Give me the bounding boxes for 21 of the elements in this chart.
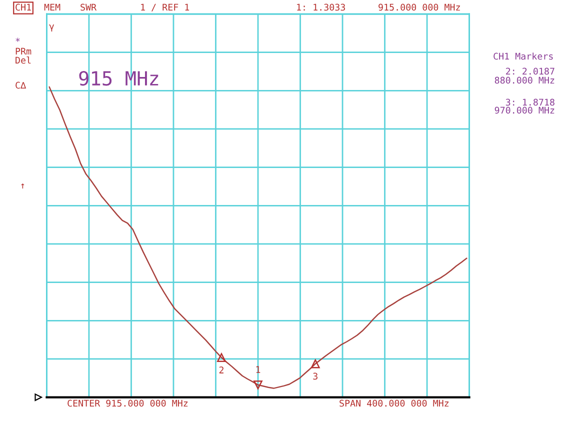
text: SPAN 400.000 000 MHz bbox=[340, 400, 449, 407]
text: CENTER 915.000 000 MHz bbox=[68, 400, 188, 407]
text: 1 / REF 1 bbox=[141, 4, 190, 12]
text: C∆ bbox=[16, 82, 26, 89]
text: 880.000 MHz bbox=[494, 76, 554, 84]
text: 2: 2.0187 bbox=[506, 68, 554, 75]
text: * bbox=[16, 38, 20, 42]
text: ↑ bbox=[21, 184, 24, 189]
text: γ bbox=[49, 24, 54, 32]
text: CH1 Markers bbox=[494, 52, 553, 60]
text: PRm bbox=[16, 48, 32, 55]
text: SWR bbox=[80, 4, 97, 11]
text: 3: 1.8718 bbox=[506, 98, 554, 106]
text: CH1 bbox=[16, 4, 31, 11]
text: Del bbox=[16, 56, 31, 64]
text: 1: 1.3033 bbox=[297, 4, 345, 11]
text: MEM bbox=[44, 4, 60, 11]
series-label: 3 bbox=[313, 372, 318, 380]
text: 970.000 MHz bbox=[494, 106, 554, 114]
text: 915.000 000 MHz bbox=[378, 4, 460, 11]
series-label: 2 bbox=[219, 366, 224, 374]
